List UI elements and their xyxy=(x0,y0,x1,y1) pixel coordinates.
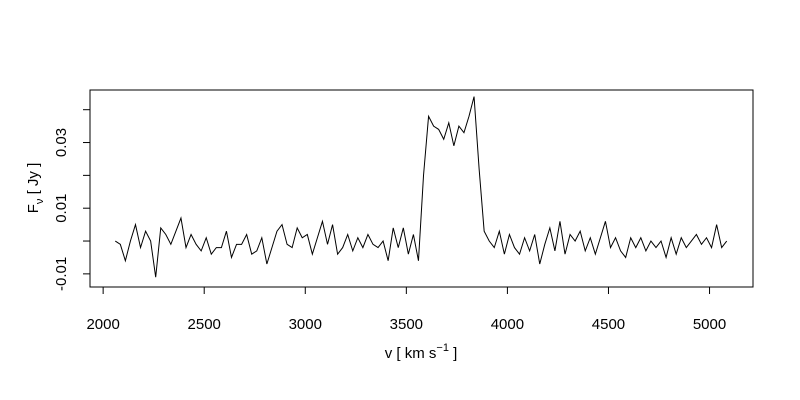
y-tick-label: 0.01 xyxy=(53,194,70,223)
plot-frame xyxy=(89,89,754,288)
y-axis-label: Fν [ Jy ] xyxy=(25,163,46,214)
x-tick-label: 2500 xyxy=(188,316,221,333)
x-tick-label: 4000 xyxy=(491,316,524,333)
x-tick-label: 4500 xyxy=(592,316,625,333)
x-tick-label: 3000 xyxy=(289,316,322,333)
x-label-text: v [ km s xyxy=(385,345,437,362)
x-axis-label: v [ km s−1 ] xyxy=(385,342,458,362)
y-label-text: F xyxy=(25,204,42,213)
y-label-sub: ν xyxy=(34,198,46,204)
x-tick-label: 2000 xyxy=(86,316,119,333)
spectrum-line xyxy=(114,96,728,278)
y-label-end: [ Jy ] xyxy=(25,163,42,199)
x-tick-label: 3500 xyxy=(390,316,423,333)
y-tick-label: -0.01 xyxy=(53,257,70,291)
x-label-end: ] xyxy=(449,345,457,362)
x-tick-label: 5000 xyxy=(693,316,726,333)
x-label-sup: −1 xyxy=(436,342,449,354)
y-tick-label: 0.03 xyxy=(53,128,70,157)
